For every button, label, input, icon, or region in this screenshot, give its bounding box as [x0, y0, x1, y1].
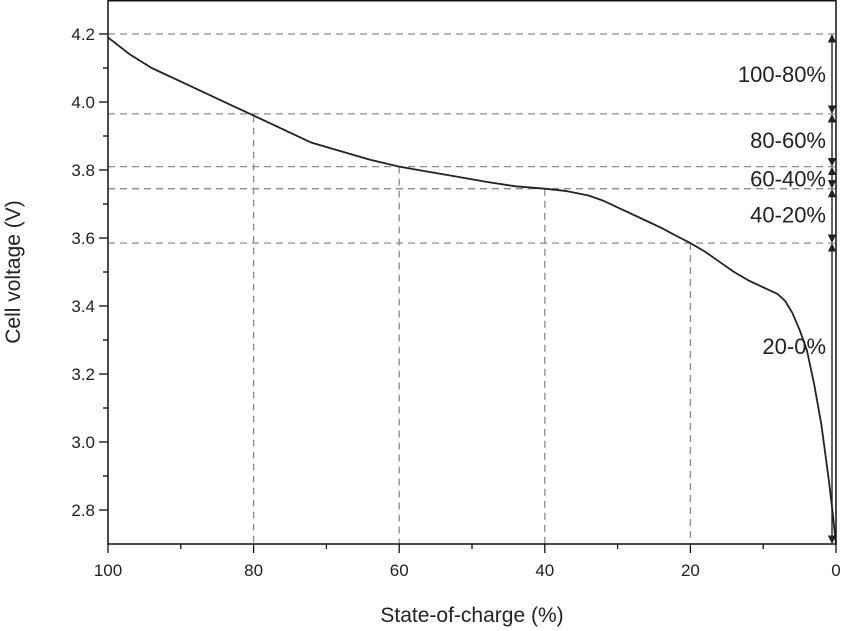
y-tick-label: 2.8: [71, 501, 95, 520]
band-label: 60-40%: [750, 167, 826, 192]
x-tick-label: 20: [681, 561, 700, 580]
soc-voltage-curve: [107, 36, 837, 545]
x-tick-label: 60: [390, 561, 409, 580]
band-label: 80-60%: [750, 128, 826, 153]
y-tick-label: 3.2: [71, 365, 95, 384]
y-tick-label: 3.8: [71, 161, 95, 180]
band-label: 40-20%: [750, 203, 826, 228]
x-tick-label: 100: [94, 561, 122, 580]
x-tick-label: 80: [244, 561, 263, 580]
x-tick-label: 0: [831, 561, 840, 580]
y-tick-label: 4.2: [71, 25, 95, 44]
reference-lines: [108, 33, 836, 544]
plot-frame: [107, 0, 837, 545]
band-label: 100-80%: [738, 62, 826, 87]
y-tick-label: 3.4: [71, 297, 95, 316]
y-tick-label: 3.6: [71, 229, 95, 248]
axis-ticks: 100 80 60 40 20 0 2.8 3.0 3.2 3.4 3.6 3.8 4.0 4.2: [71, 25, 840, 580]
band-label: 20-0%: [762, 334, 826, 359]
curve-layer: [107, 36, 837, 545]
y-tick-label: 4.0: [71, 93, 95, 112]
y-tick-label: 3.0: [71, 433, 95, 452]
band-markers: 100-80% 80-60% 60-40% 40-20% 20-0%: [738, 34, 837, 544]
x-axis-title: State-of-charge (%): [380, 604, 563, 627]
x-tick-label: 40: [535, 561, 554, 580]
y-axis-title: Cell voltage (V): [2, 200, 25, 344]
